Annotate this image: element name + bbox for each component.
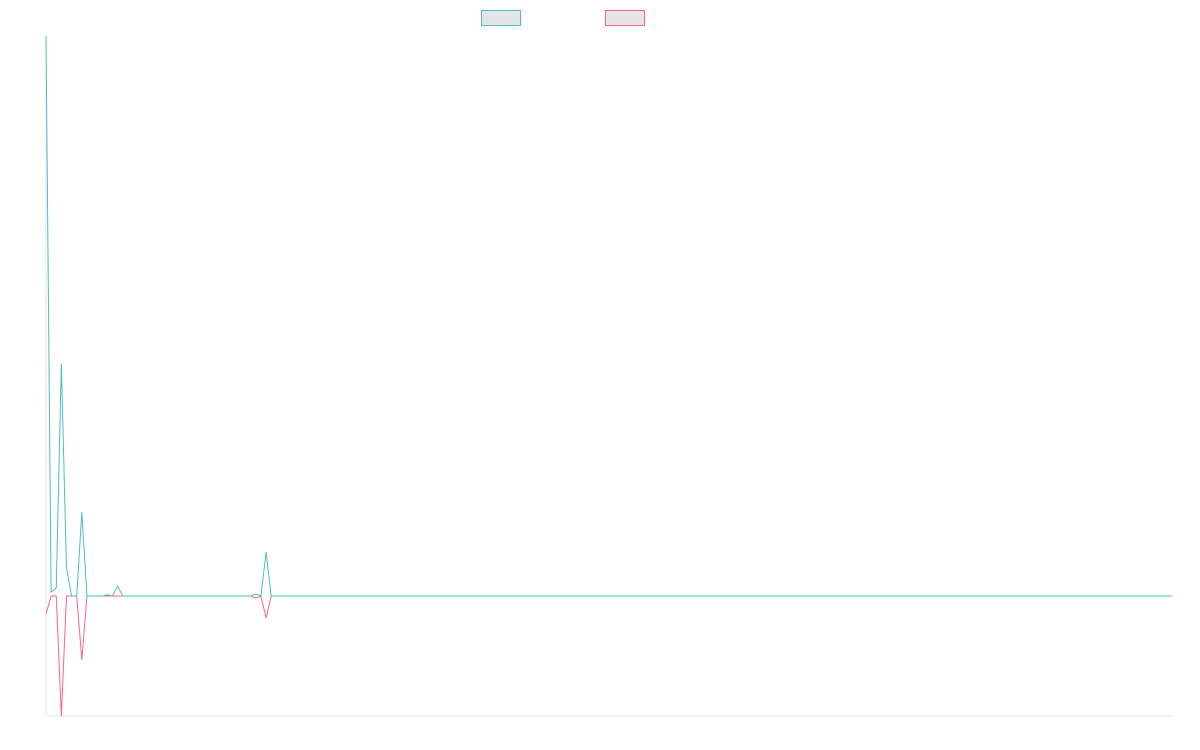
series-group (45, 35, 1172, 717)
legend-swatch-1[interactable] (481, 10, 521, 26)
legend[interactable] (481, 10, 645, 26)
series-line-2 (45, 595, 1172, 717)
series-line-1 (45, 35, 1172, 597)
legend-swatch-2[interactable] (605, 10, 645, 26)
